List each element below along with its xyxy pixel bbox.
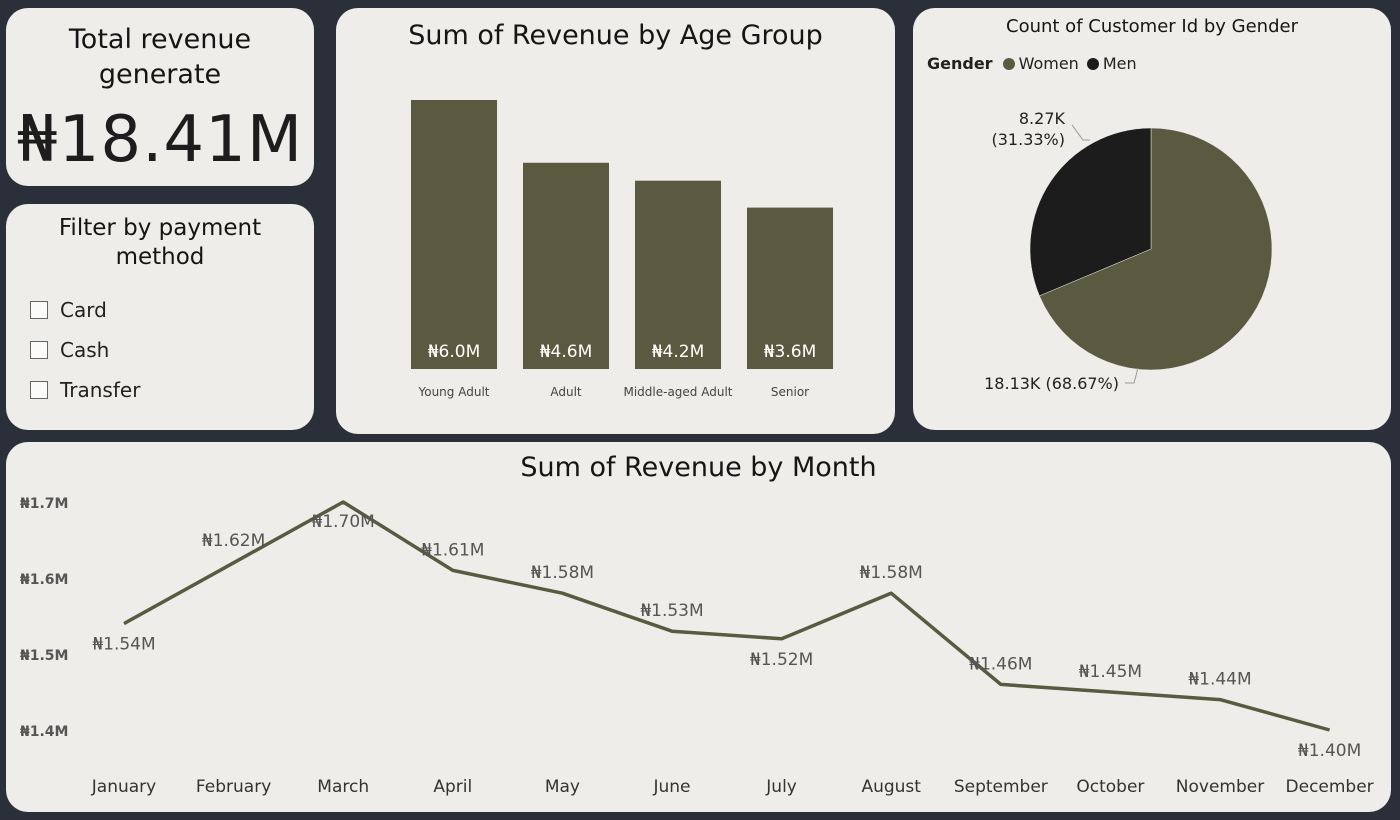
bar-4: [747, 207, 833, 369]
men-leader-line: [1071, 124, 1090, 141]
x-tick-label: November: [1176, 777, 1264, 797]
legend-item-women[interactable]: Women: [1002, 54, 1079, 73]
filter-option-card[interactable]: Card: [30, 290, 140, 330]
men-value-label: 8.27K: [1019, 109, 1066, 128]
data-label: ₦1.44M: [1188, 670, 1251, 690]
card-checkbox[interactable]: [30, 301, 48, 319]
age-group-chart-card: Sum of Revenue by Age Group ₦6.0M Young A…: [336, 8, 895, 434]
transfer-checkbox[interactable]: [30, 381, 48, 399]
x-tick-label: October: [1076, 777, 1144, 797]
data-label: ₦1.46M: [969, 654, 1032, 674]
x-tick-label: Young Adult: [418, 385, 490, 399]
data-label: ₦1.52M: [750, 650, 813, 670]
bar-data-label: ₦4.6M: [540, 342, 593, 362]
women-legend-dot: [1002, 57, 1015, 70]
age-chart-title: Sum of Revenue by Age Group: [408, 20, 823, 51]
payment-filter-card: Filter by payment method Card Cash Trans…: [6, 204, 314, 430]
age-group-bar-chart: ₦6.0M Young Adult ₦4.6M Adult ₦4.2M Middle-ag…: [411, 100, 833, 399]
bar-data-label: ₦3.6M: [764, 342, 817, 362]
data-label: ₦1.40M: [1298, 741, 1361, 761]
y-tick-label: ₦1.6M: [20, 572, 68, 588]
x-tick-label: July: [765, 777, 797, 797]
payment-filter-list: Card Cash Transfer: [30, 290, 140, 410]
y-tick-label: ₦1.4M: [20, 724, 68, 740]
gender-chart-card: Count of Customer Id by Gender Gender Wo…: [913, 8, 1391, 430]
filter-option-transfer[interactable]: Transfer: [30, 370, 140, 410]
payment-filter-title: Filter by payment method: [58, 215, 262, 270]
data-label: ₦1.61M: [421, 540, 484, 560]
data-label: ₦1.54M: [92, 635, 155, 655]
gender-pie-chart: 8.27K (31.33%) 18.13K (68.67%): [984, 109, 1273, 393]
month-chart-card: Sum of Revenue by Month ₦1.7M ₦1.6M ₦1.5M ₦…: [6, 442, 1391, 812]
bar-1: [411, 100, 497, 369]
filter-option-label: Cash: [60, 338, 110, 362]
x-tick-label: September: [954, 777, 1048, 797]
data-label: ₦1.45M: [1079, 662, 1142, 682]
filter-option-label: Card: [60, 298, 107, 322]
legend-label: Men: [1102, 54, 1137, 73]
x-tick-label: January: [91, 777, 156, 797]
bar-data-label: ₦4.2M: [652, 342, 705, 362]
data-label: ₦1.58M: [860, 563, 923, 583]
total-revenue-value: ₦18.41M: [16, 103, 304, 177]
x-tick-label: August: [861, 777, 921, 797]
y-tick-label: ₦1.5M: [20, 648, 68, 664]
pie-slice-men: [1029, 127, 1152, 297]
women-leader-line: [1125, 367, 1139, 384]
x-tick-label: March: [317, 777, 369, 797]
legend-label: Women: [1018, 54, 1079, 73]
legend-item-men[interactable]: Men: [1086, 54, 1137, 73]
women-data-label: 18.13K (68.67%): [984, 374, 1119, 393]
month-chart-title: Sum of Revenue by Month: [520, 452, 877, 483]
legend-title: Gender: [927, 54, 993, 73]
men-legend-dot: [1086, 57, 1099, 70]
x-tick-label: May: [545, 777, 580, 797]
men-percent-label: (31.33%): [992, 130, 1066, 149]
cash-checkbox[interactable]: [30, 341, 48, 359]
gender-chart-title: Count of Customer Id by Gender: [1006, 16, 1298, 37]
x-tick-label: April: [433, 777, 472, 797]
data-label: ₦1.62M: [202, 531, 265, 551]
filter-option-cash[interactable]: Cash: [30, 330, 140, 370]
bar-data-label: ₦6.0M: [428, 342, 481, 362]
data-label: ₦1.53M: [640, 601, 703, 621]
pie-slice-women: [1039, 127, 1273, 371]
x-tick-label: Middle-aged Adult: [623, 385, 732, 399]
x-tick-label: Adult: [550, 385, 582, 399]
month-line-chart: ₦1.7M ₦1.6M ₦1.5M ₦1.4M January February March…: [20, 496, 1374, 797]
x-tick-label: December: [1286, 777, 1374, 797]
bar-2: [523, 162, 609, 369]
total-revenue-card: Total revenue generate ₦18.41M: [6, 8, 314, 186]
filter-option-label: Transfer: [60, 378, 141, 402]
bar-3: [635, 180, 721, 369]
data-label: ₦1.70M: [312, 512, 375, 532]
y-tick-label: ₦1.7M: [20, 496, 68, 512]
gender-legend: Gender Women Men: [927, 54, 1145, 73]
x-tick-label: February: [196, 777, 271, 797]
total-revenue-title: Total revenue generate: [68, 24, 252, 90]
data-label: ₦1.58M: [531, 563, 594, 583]
x-tick-label: June: [652, 777, 690, 797]
x-tick-label: Senior: [771, 385, 809, 399]
revenue-line: [123, 500, 1331, 732]
